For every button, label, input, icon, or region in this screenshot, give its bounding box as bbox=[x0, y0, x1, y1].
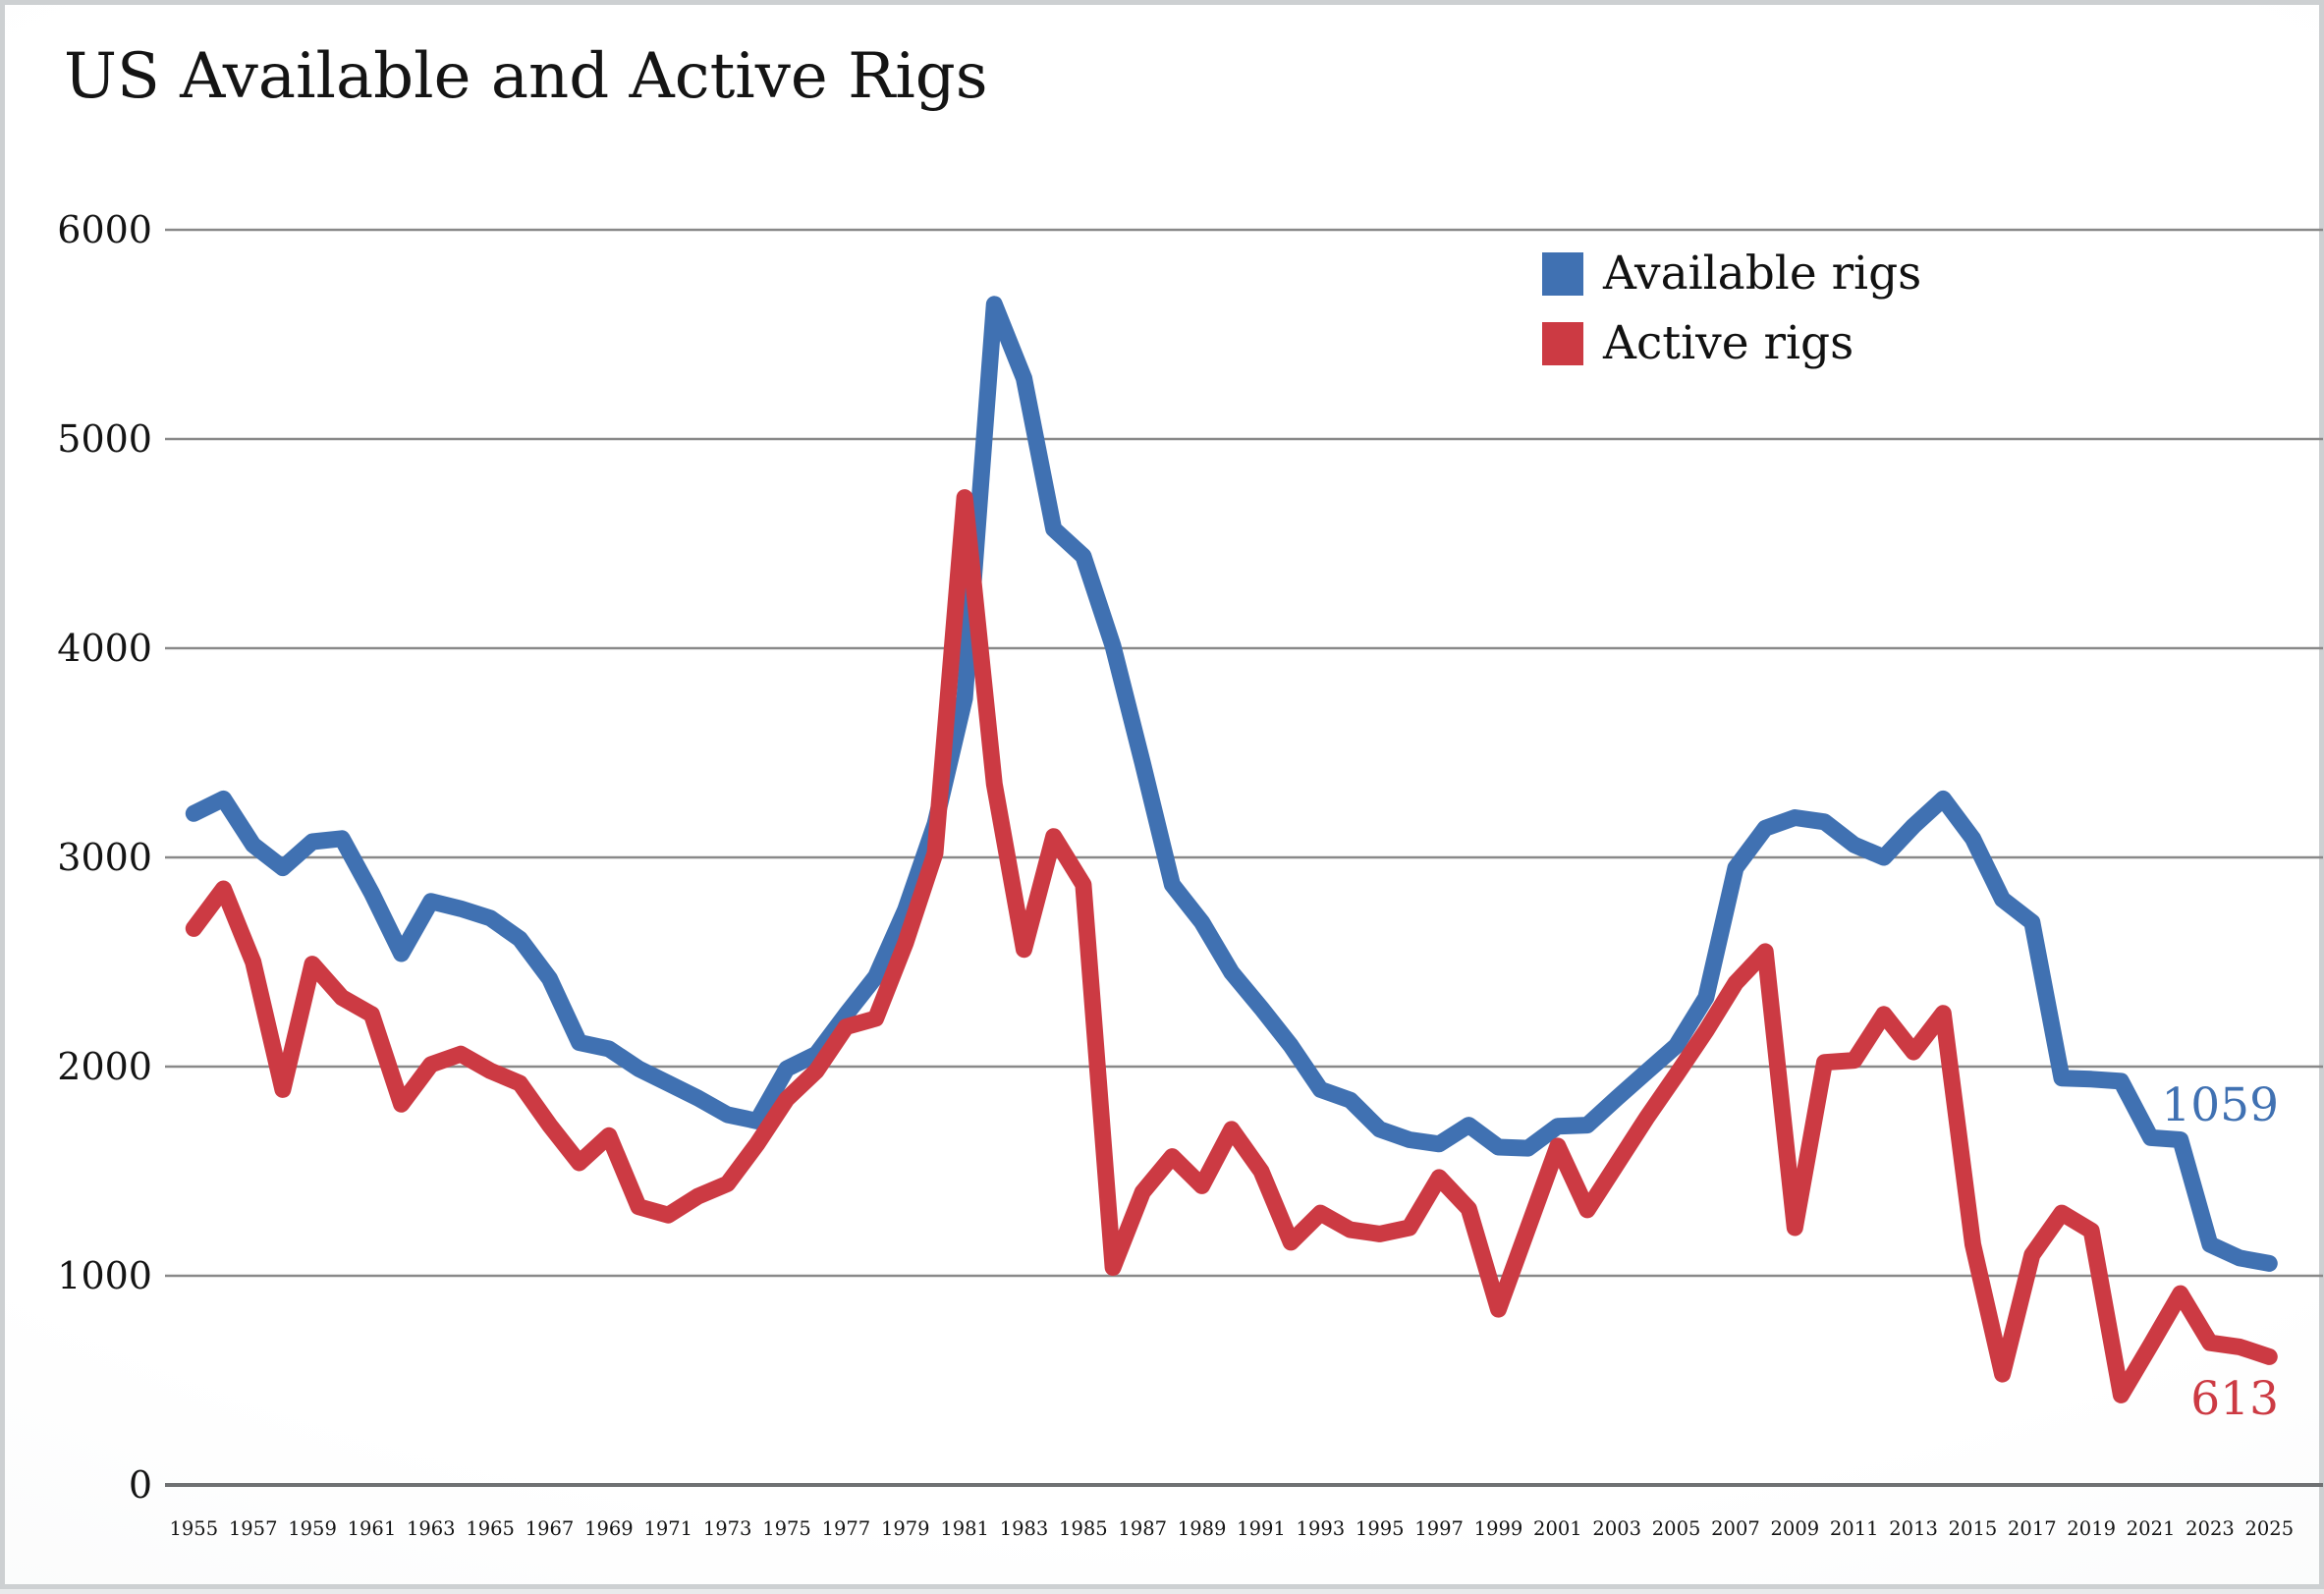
x-tick-label-2005: 2005 bbox=[1652, 1517, 1701, 1540]
active-rigs-line bbox=[185, 489, 2278, 1403]
chart-title: US Available and Active Rigs bbox=[64, 40, 988, 113]
x-tick-label-1959: 1959 bbox=[288, 1517, 337, 1540]
legend-label-available: Available rigs bbox=[1603, 247, 1922, 301]
x-tick-label-1957: 1957 bbox=[229, 1517, 278, 1540]
x-tick-label-2003: 2003 bbox=[1592, 1517, 1641, 1540]
x-tick-label-1975: 1975 bbox=[762, 1517, 811, 1540]
x-tick-label-2021: 2021 bbox=[2127, 1517, 2176, 1540]
x-tick-label-1971: 1971 bbox=[643, 1517, 692, 1540]
available-rigs-line bbox=[185, 296, 2278, 1272]
x-tick-label-2011: 2011 bbox=[1830, 1517, 1879, 1540]
line-chart: 0 1000 2000 3000 4000 5000 6000 1955 1957 1959 196… bbox=[57, 208, 2323, 1540]
x-tick-label-1987: 1987 bbox=[1118, 1517, 1167, 1540]
x-tick-label-1979: 1979 bbox=[881, 1517, 930, 1540]
x-tick-label-1969: 1969 bbox=[584, 1517, 634, 1540]
legend-item-active: Active rigs bbox=[1542, 320, 1921, 366]
x-tick-label-1997: 1997 bbox=[1414, 1517, 1464, 1540]
y-tick-label-0: 0 bbox=[129, 1463, 152, 1507]
legend: Available rigs Active rigs bbox=[1542, 250, 1921, 390]
x-tick-label-2013: 2013 bbox=[1889, 1517, 1938, 1540]
x-tick-label-1967: 1967 bbox=[526, 1517, 575, 1540]
x-tick-label-1963: 1963 bbox=[407, 1517, 456, 1540]
value-label-active: 613 bbox=[2190, 1372, 2279, 1426]
y-tick-label-5000: 5000 bbox=[57, 417, 152, 461]
x-tick-label-2009: 2009 bbox=[1771, 1517, 1820, 1540]
x-tick-label-2023: 2023 bbox=[2186, 1517, 2235, 1540]
x-tick-label-2007: 2007 bbox=[1711, 1517, 1760, 1540]
legend-label-active: Active rigs bbox=[1603, 316, 1854, 370]
x-tick-label-1989: 1989 bbox=[1178, 1517, 1227, 1540]
x-tick-label-1985: 1985 bbox=[1059, 1517, 1108, 1540]
y-tick-label-4000: 4000 bbox=[57, 627, 152, 670]
x-tick-label-1983: 1983 bbox=[1000, 1517, 1049, 1540]
x-tick-label-1995: 1995 bbox=[1356, 1517, 1405, 1540]
x-tick-label-2015: 2015 bbox=[1949, 1517, 1998, 1540]
x-tick-label-1955: 1955 bbox=[169, 1517, 218, 1540]
x-tick-label-1961: 1961 bbox=[348, 1517, 397, 1540]
x-tick-label-1977: 1977 bbox=[822, 1517, 871, 1540]
y-tick-label-3000: 3000 bbox=[57, 836, 152, 879]
x-tick-label-1999: 1999 bbox=[1474, 1517, 1523, 1540]
x-tick-label-1991: 1991 bbox=[1237, 1517, 1286, 1540]
x-tick-label-1965: 1965 bbox=[466, 1517, 515, 1540]
legend-item-available: Available rigs bbox=[1542, 250, 1921, 297]
legend-swatch-available-icon bbox=[1542, 251, 1583, 296]
x-tick-label-2019: 2019 bbox=[2067, 1517, 2116, 1540]
x-tick-label-2001: 2001 bbox=[1533, 1517, 1582, 1540]
legend-swatch-active-icon bbox=[1542, 321, 1583, 365]
y-tick-label-1000: 1000 bbox=[57, 1254, 152, 1297]
y-tick-label-6000: 6000 bbox=[57, 208, 152, 251]
x-tick-label-1973: 1973 bbox=[703, 1517, 752, 1540]
x-tick-label-2025: 2025 bbox=[2244, 1517, 2294, 1540]
x-tick-label-2017: 2017 bbox=[2008, 1517, 2057, 1540]
x-tick-label-1981: 1981 bbox=[940, 1517, 989, 1540]
value-label-available: 1059 bbox=[2161, 1078, 2279, 1132]
y-tick-label-2000: 2000 bbox=[57, 1045, 152, 1088]
x-tick-label-1993: 1993 bbox=[1297, 1517, 1346, 1540]
